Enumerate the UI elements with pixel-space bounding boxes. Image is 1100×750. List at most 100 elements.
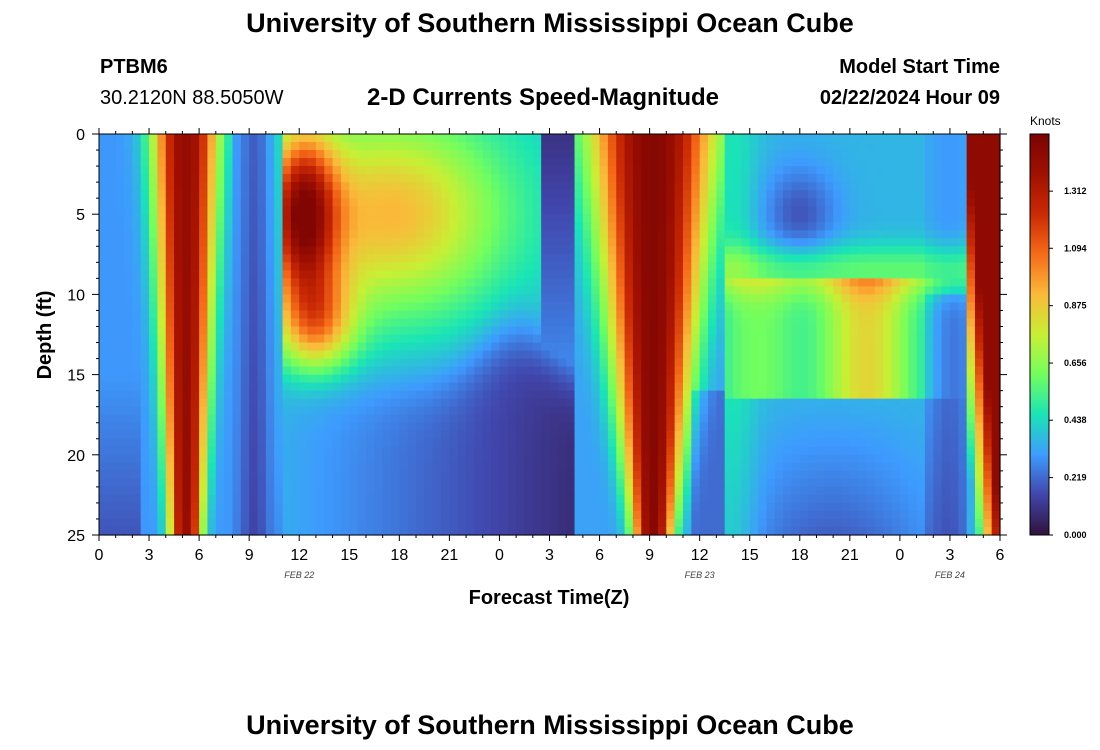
heatmap-cell	[249, 286, 259, 295]
heatmap-cell	[866, 214, 876, 223]
heatmap-cell	[532, 342, 542, 352]
heatmap-cell	[507, 286, 517, 295]
heatmap-cell	[466, 214, 476, 223]
heatmap-cell	[457, 358, 467, 368]
heatmap-cell	[716, 342, 726, 352]
heatmap-cell	[974, 350, 984, 360]
heatmap-cell	[724, 182, 734, 191]
heatmap-cell	[482, 342, 492, 352]
heatmap-cell	[983, 294, 993, 304]
heatmap-cell	[874, 206, 884, 215]
heatmap-cell	[866, 230, 876, 239]
heatmap-cell	[199, 494, 209, 504]
heatmap-cell	[249, 414, 259, 424]
heatmap-cell	[816, 198, 826, 207]
heatmap-cell	[557, 174, 567, 183]
heatmap-cell	[858, 174, 868, 183]
heatmap-cell	[849, 190, 859, 199]
heatmap-cell	[174, 390, 184, 400]
heatmap-cell	[215, 486, 225, 496]
heatmap-cell	[407, 214, 417, 223]
heatmap-cell	[149, 358, 158, 368]
heatmap-cell	[557, 294, 567, 304]
heatmap-cell	[866, 302, 876, 312]
chart-subtitle: 2-D Currents Speed-Magnitude	[367, 84, 720, 111]
heatmap-cell	[749, 390, 759, 400]
heatmap-cell	[516, 462, 526, 472]
heatmap-cell	[449, 198, 459, 207]
heatmap-cell	[991, 222, 1001, 231]
heatmap-cell	[783, 318, 793, 328]
heatmap-cell	[390, 478, 400, 488]
heatmap-cell	[282, 182, 292, 191]
heatmap-cell	[966, 374, 976, 384]
heatmap-cell	[382, 198, 392, 207]
heatmap-cell	[833, 390, 843, 400]
heatmap-cell	[849, 438, 859, 448]
heatmap-cell	[199, 454, 209, 464]
heatmap-cell	[257, 430, 267, 440]
heatmap-cell	[607, 470, 617, 480]
heatmap-cell	[466, 382, 476, 392]
heatmap-cell	[908, 134, 918, 143]
heatmap-cell	[332, 230, 342, 239]
heatmap-cell	[891, 238, 901, 247]
heatmap-cell	[916, 430, 926, 440]
heatmap-cell	[808, 366, 818, 376]
heatmap-cell	[766, 430, 776, 440]
heatmap-cell	[958, 390, 968, 400]
heatmap-cell	[482, 446, 492, 456]
heatmap-cell	[199, 134, 209, 143]
heatmap-cell	[791, 390, 801, 400]
heatmap-cell	[766, 446, 776, 456]
heatmap-cell	[541, 350, 551, 360]
heatmap-cell	[649, 270, 659, 279]
heatmap-cell	[657, 390, 667, 400]
heatmap-cell	[841, 302, 851, 312]
heatmap-cell	[249, 246, 259, 255]
heatmap-cell	[224, 302, 234, 312]
heatmap-cell	[574, 150, 584, 159]
heatmap-cell	[199, 422, 209, 432]
heatmap-cell	[332, 214, 342, 223]
heatmap-cell	[232, 158, 242, 167]
heatmap-cell	[966, 486, 976, 496]
heatmap-cell	[858, 462, 868, 472]
heatmap-cell	[466, 310, 476, 320]
heatmap-cell	[824, 350, 834, 360]
heatmap-cell	[482, 206, 492, 215]
heatmap-cell	[666, 318, 676, 328]
heatmap-cell	[783, 182, 793, 191]
heatmap-cell	[733, 214, 742, 223]
heatmap-cell	[958, 374, 968, 384]
heatmap-cell	[399, 302, 409, 312]
heatmap-cell	[257, 230, 267, 239]
heatmap-cell	[324, 366, 334, 376]
heatmap-cell	[632, 222, 642, 231]
heatmap-cell	[699, 174, 709, 183]
heatmap-cell	[758, 326, 767, 336]
heatmap-cell	[190, 382, 200, 392]
heatmap-cell	[207, 470, 217, 480]
heatmap-cell	[616, 462, 626, 472]
heatmap-cell	[874, 390, 884, 400]
heatmap-cell	[499, 134, 509, 143]
heatmap-cell	[424, 182, 434, 191]
heatmap-cell	[841, 342, 851, 352]
heatmap-cell	[716, 198, 726, 207]
heatmap-cell	[941, 262, 951, 271]
heatmap-cell	[983, 422, 993, 432]
heatmap-cell	[240, 174, 250, 183]
heatmap-cell	[866, 238, 876, 247]
heatmap-cell	[816, 142, 826, 151]
heatmap-cell	[933, 182, 943, 191]
heatmap-cell	[374, 278, 384, 287]
heatmap-cell	[215, 494, 225, 504]
heatmap-cell	[716, 462, 726, 472]
heatmap-cell	[307, 350, 317, 360]
heatmap-cell	[866, 206, 876, 215]
heatmap-cell	[315, 142, 325, 151]
heatmap-cell	[582, 270, 592, 279]
heatmap-cell	[649, 150, 659, 159]
heatmap-cell	[941, 214, 951, 223]
